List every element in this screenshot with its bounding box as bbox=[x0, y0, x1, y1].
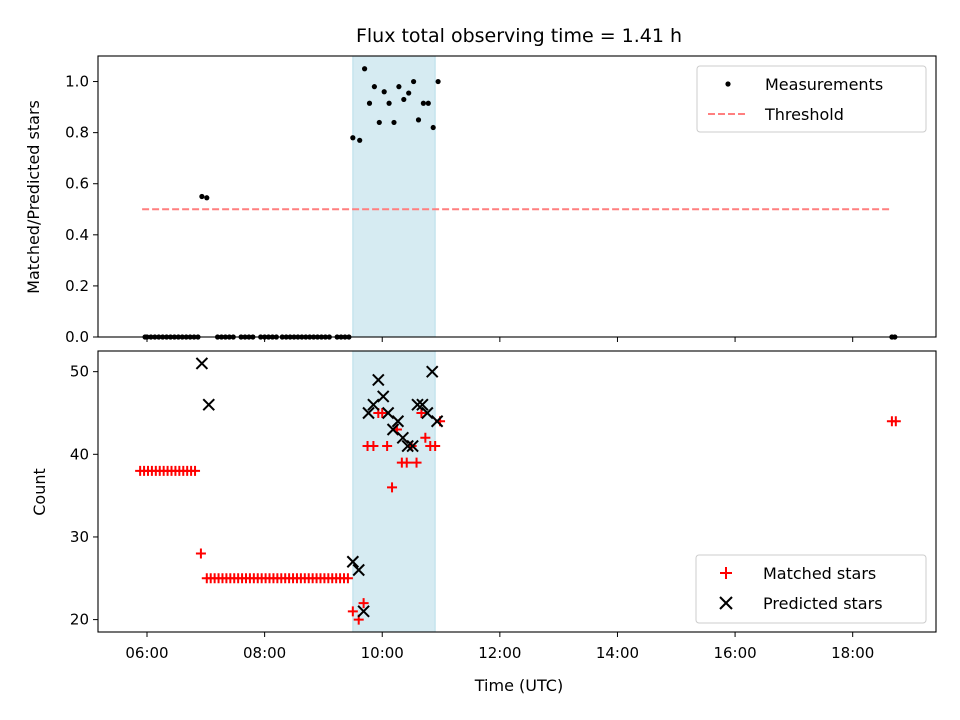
bottom-y-tick-label: 40 bbox=[70, 445, 89, 463]
x-tick-label: 18:00 bbox=[831, 644, 874, 662]
top-y-tick-label: 0.8 bbox=[65, 124, 89, 142]
bottom-x-ticks: 06:00 08:00 10:00 12:00 14:00 16:00 18:00 bbox=[125, 632, 874, 662]
predicted-star-point bbox=[411, 398, 424, 411]
legend-matched-marker bbox=[720, 567, 732, 579]
predicted-star-point bbox=[381, 406, 395, 420]
predicted-star-point bbox=[195, 357, 209, 370]
measurement-point bbox=[371, 84, 377, 90]
top-y-tick-label: 0.0 bbox=[65, 328, 89, 346]
bottom-y-tick-label: 30 bbox=[70, 528, 89, 546]
predicted-star-point bbox=[416, 398, 429, 411]
matched-star-point bbox=[382, 441, 393, 452]
bottom-y-tick-label: 50 bbox=[70, 363, 89, 381]
top-x-ticks bbox=[146, 337, 854, 342]
predicted-star-point bbox=[401, 439, 414, 453]
predicted-star-point bbox=[391, 415, 405, 428]
matched-star-point bbox=[190, 465, 201, 476]
top-y-tick-label: 0.6 bbox=[65, 175, 89, 193]
x-tick-label: 08:00 bbox=[243, 644, 286, 662]
predicted-star-point bbox=[352, 563, 365, 577]
x-tick-label: 16:00 bbox=[713, 644, 756, 662]
predicted-star-point bbox=[426, 365, 439, 378]
predicted-star-point bbox=[377, 390, 390, 403]
chart-title: Flux total observing time = 1.41 h bbox=[356, 25, 682, 47]
measurement-point bbox=[435, 78, 441, 85]
matched-star-point bbox=[411, 457, 422, 468]
legend-measurements-marker bbox=[725, 81, 731, 87]
bottom-y-axis-label: Count bbox=[30, 468, 49, 516]
x-tick-label: 12:00 bbox=[478, 644, 521, 662]
matched-star-point bbox=[377, 407, 388, 418]
predicted-star-point bbox=[406, 439, 419, 453]
legend-predicted-marker bbox=[719, 596, 733, 610]
matched-star-point bbox=[342, 573, 353, 584]
measurement-point bbox=[350, 135, 356, 141]
measurement-point bbox=[366, 100, 373, 106]
matched-stars-series bbox=[135, 407, 901, 625]
predicted-star-point bbox=[421, 406, 434, 420]
predicted-star-point bbox=[430, 415, 444, 428]
predicted-star-point bbox=[372, 373, 385, 387]
top-y-tick-label: 1.0 bbox=[65, 73, 89, 91]
top-legend-box bbox=[696, 65, 927, 133]
x-tick-label: 10:00 bbox=[361, 644, 404, 662]
bottom-shaded-span bbox=[352, 350, 436, 633]
panel-top: 0.0 0.2 0.4 0.6 0.8 1.0 Flux total observing … bbox=[24, 25, 937, 346]
top-y-tick-label: 0.2 bbox=[65, 277, 89, 295]
predicted-star-point bbox=[202, 398, 215, 411]
predicted-stars-series bbox=[195, 357, 444, 618]
predicted-star-point bbox=[367, 398, 380, 411]
legend-matched-label: Matched stars bbox=[763, 564, 876, 583]
legend-predicted-label: Predicted stars bbox=[763, 594, 883, 613]
matched-star-point bbox=[195, 548, 206, 559]
measurement-point bbox=[430, 124, 436, 131]
bottom-axes-frame bbox=[97, 350, 937, 633]
predicted-star-point bbox=[346, 555, 360, 568]
matched-star-point bbox=[347, 606, 358, 617]
matched-star-point bbox=[368, 441, 379, 452]
measurement-point bbox=[357, 137, 363, 143]
measurement-point bbox=[401, 96, 407, 103]
measurement-point bbox=[381, 89, 387, 95]
matched-star-point bbox=[387, 482, 398, 493]
top-shaded-span bbox=[352, 55, 436, 338]
predicted-star-point bbox=[357, 605, 370, 618]
predicted-star-point bbox=[386, 423, 400, 436]
x-tick-label: 14:00 bbox=[596, 644, 639, 662]
measurement-point bbox=[361, 66, 368, 72]
legend-measurements-label: Measurements bbox=[765, 75, 883, 94]
x-tick-label: 06:00 bbox=[125, 644, 168, 662]
top-legend: Measurements Threshold bbox=[696, 65, 927, 133]
measurement-point bbox=[415, 117, 422, 123]
matched-star-point bbox=[420, 432, 431, 443]
top-y-ticks: 0.0 0.2 0.4 0.6 0.8 1.0 bbox=[65, 73, 98, 346]
top-y-tick-label: 0.4 bbox=[65, 226, 89, 244]
measurement-point bbox=[410, 78, 417, 85]
measurement-point bbox=[406, 90, 412, 96]
measurement-point bbox=[391, 119, 397, 126]
bottom-y-ticks: 20 30 40 50 bbox=[70, 363, 98, 629]
predicted-star-point bbox=[362, 406, 375, 420]
matched-star-point bbox=[358, 598, 369, 609]
top-axes-frame bbox=[97, 55, 937, 338]
measurement-point bbox=[199, 193, 205, 200]
matched-star-point bbox=[401, 457, 412, 468]
bottom-legend: Matched stars Predicted stars bbox=[695, 554, 927, 624]
measurement-point bbox=[396, 84, 402, 90]
bottom-legend-box bbox=[695, 554, 927, 624]
measurement-point bbox=[425, 100, 431, 106]
predicted-star-point bbox=[396, 431, 410, 444]
x-axis-label: Time (UTC) bbox=[474, 676, 563, 695]
panel-bottom: 20 30 40 50 06:00 08:00 10:00 12:00 14:00 16:00 1… bbox=[30, 350, 937, 695]
measurement-point bbox=[420, 100, 426, 106]
top-y-axis-label: Matched/Predicted stars bbox=[24, 100, 43, 294]
matched-star-point bbox=[890, 416, 901, 427]
legend-threshold-label: Threshold bbox=[764, 105, 844, 124]
measurement-point bbox=[386, 100, 392, 106]
bottom-y-tick-label: 20 bbox=[70, 611, 89, 629]
measurement-point bbox=[376, 119, 382, 126]
matched-star-point bbox=[430, 441, 441, 452]
measurement-point bbox=[204, 195, 210, 201]
